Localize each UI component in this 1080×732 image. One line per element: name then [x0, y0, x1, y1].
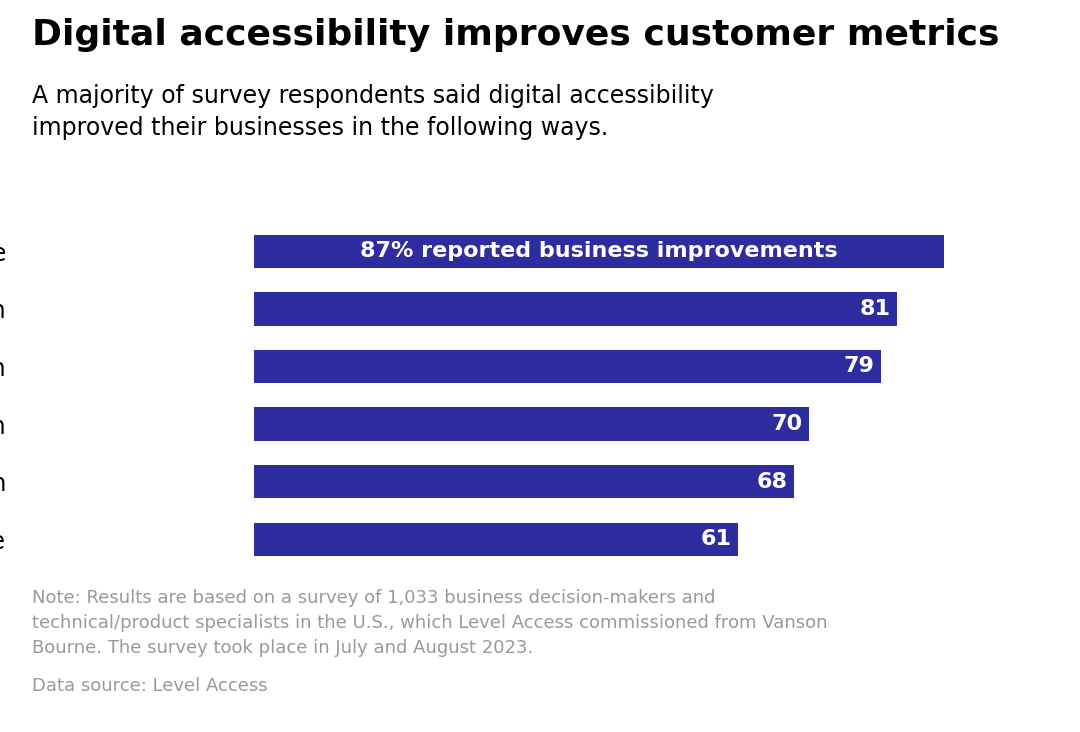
Bar [254, 408, 810, 441]
Text: A majority of survey respondents said digital accessibility
improved their busin: A majority of survey respondents said di… [32, 84, 714, 140]
Text: 79: 79 [843, 356, 875, 376]
Text: 87% reported business improvements: 87% reported business improvements [361, 242, 838, 261]
Text: Note: Results are based on a survey of 1,033 business decision-makers and
techni: Note: Results are based on a survey of 1… [32, 589, 828, 657]
Text: 81: 81 [860, 299, 890, 319]
Bar [254, 350, 881, 383]
Bar [254, 465, 794, 498]
Text: 68: 68 [756, 471, 787, 492]
Bar [254, 292, 896, 326]
Text: 70: 70 [772, 414, 804, 434]
Bar [254, 234, 944, 268]
Text: 61: 61 [701, 529, 731, 549]
Text: Data source: Level Access: Data source: Level Access [32, 677, 268, 695]
Text: Digital accessibility improves customer metrics: Digital accessibility improves customer … [32, 18, 1000, 52]
Bar [254, 523, 738, 556]
